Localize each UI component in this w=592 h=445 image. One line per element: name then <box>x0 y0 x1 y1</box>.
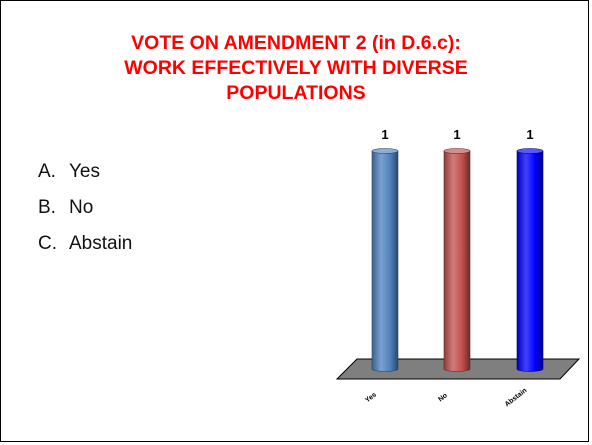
option-c-text: Abstain <box>69 233 133 254</box>
bar-top-abstain <box>516 148 544 154</box>
data-label-abstain: 1 <box>526 127 533 142</box>
bar-abstain <box>516 150 544 372</box>
option-b-text: No <box>69 197 94 218</box>
x-tick-label-abstain: Abstain <box>504 387 529 408</box>
option-b: B. No <box>38 197 132 233</box>
title-line-2: WORK EFFECTIVELY WITH DIVERSE <box>124 57 468 79</box>
option-a-letter: A. <box>38 161 56 182</box>
bar-top-yes <box>371 148 399 154</box>
slide-title: VOTE ON AMENDMENT 2 (in D.6.c): WORK EFF… <box>61 31 531 106</box>
data-label-no: 1 <box>453 127 460 142</box>
bar-top-no <box>443 148 471 154</box>
x-tick-label-no: No <box>437 392 449 403</box>
option-a-text: Yes <box>69 161 100 182</box>
data-label-yes: 1 <box>381 127 388 142</box>
option-c: C. Abstain <box>38 233 132 269</box>
bar-no <box>443 150 471 372</box>
bar-yes <box>371 150 399 372</box>
title-line-3: POPULATIONS <box>226 82 366 104</box>
option-b-letter: B. <box>38 197 56 218</box>
answer-options: A. Yes B. No C. Abstain <box>38 161 132 269</box>
option-a: A. Yes <box>38 161 132 197</box>
option-c-letter: C. <box>38 233 57 254</box>
x-tick-label-yes: Yes <box>364 391 378 404</box>
title-line-1: VOTE ON AMENDMENT 2 (in D.6.c): <box>131 32 461 54</box>
